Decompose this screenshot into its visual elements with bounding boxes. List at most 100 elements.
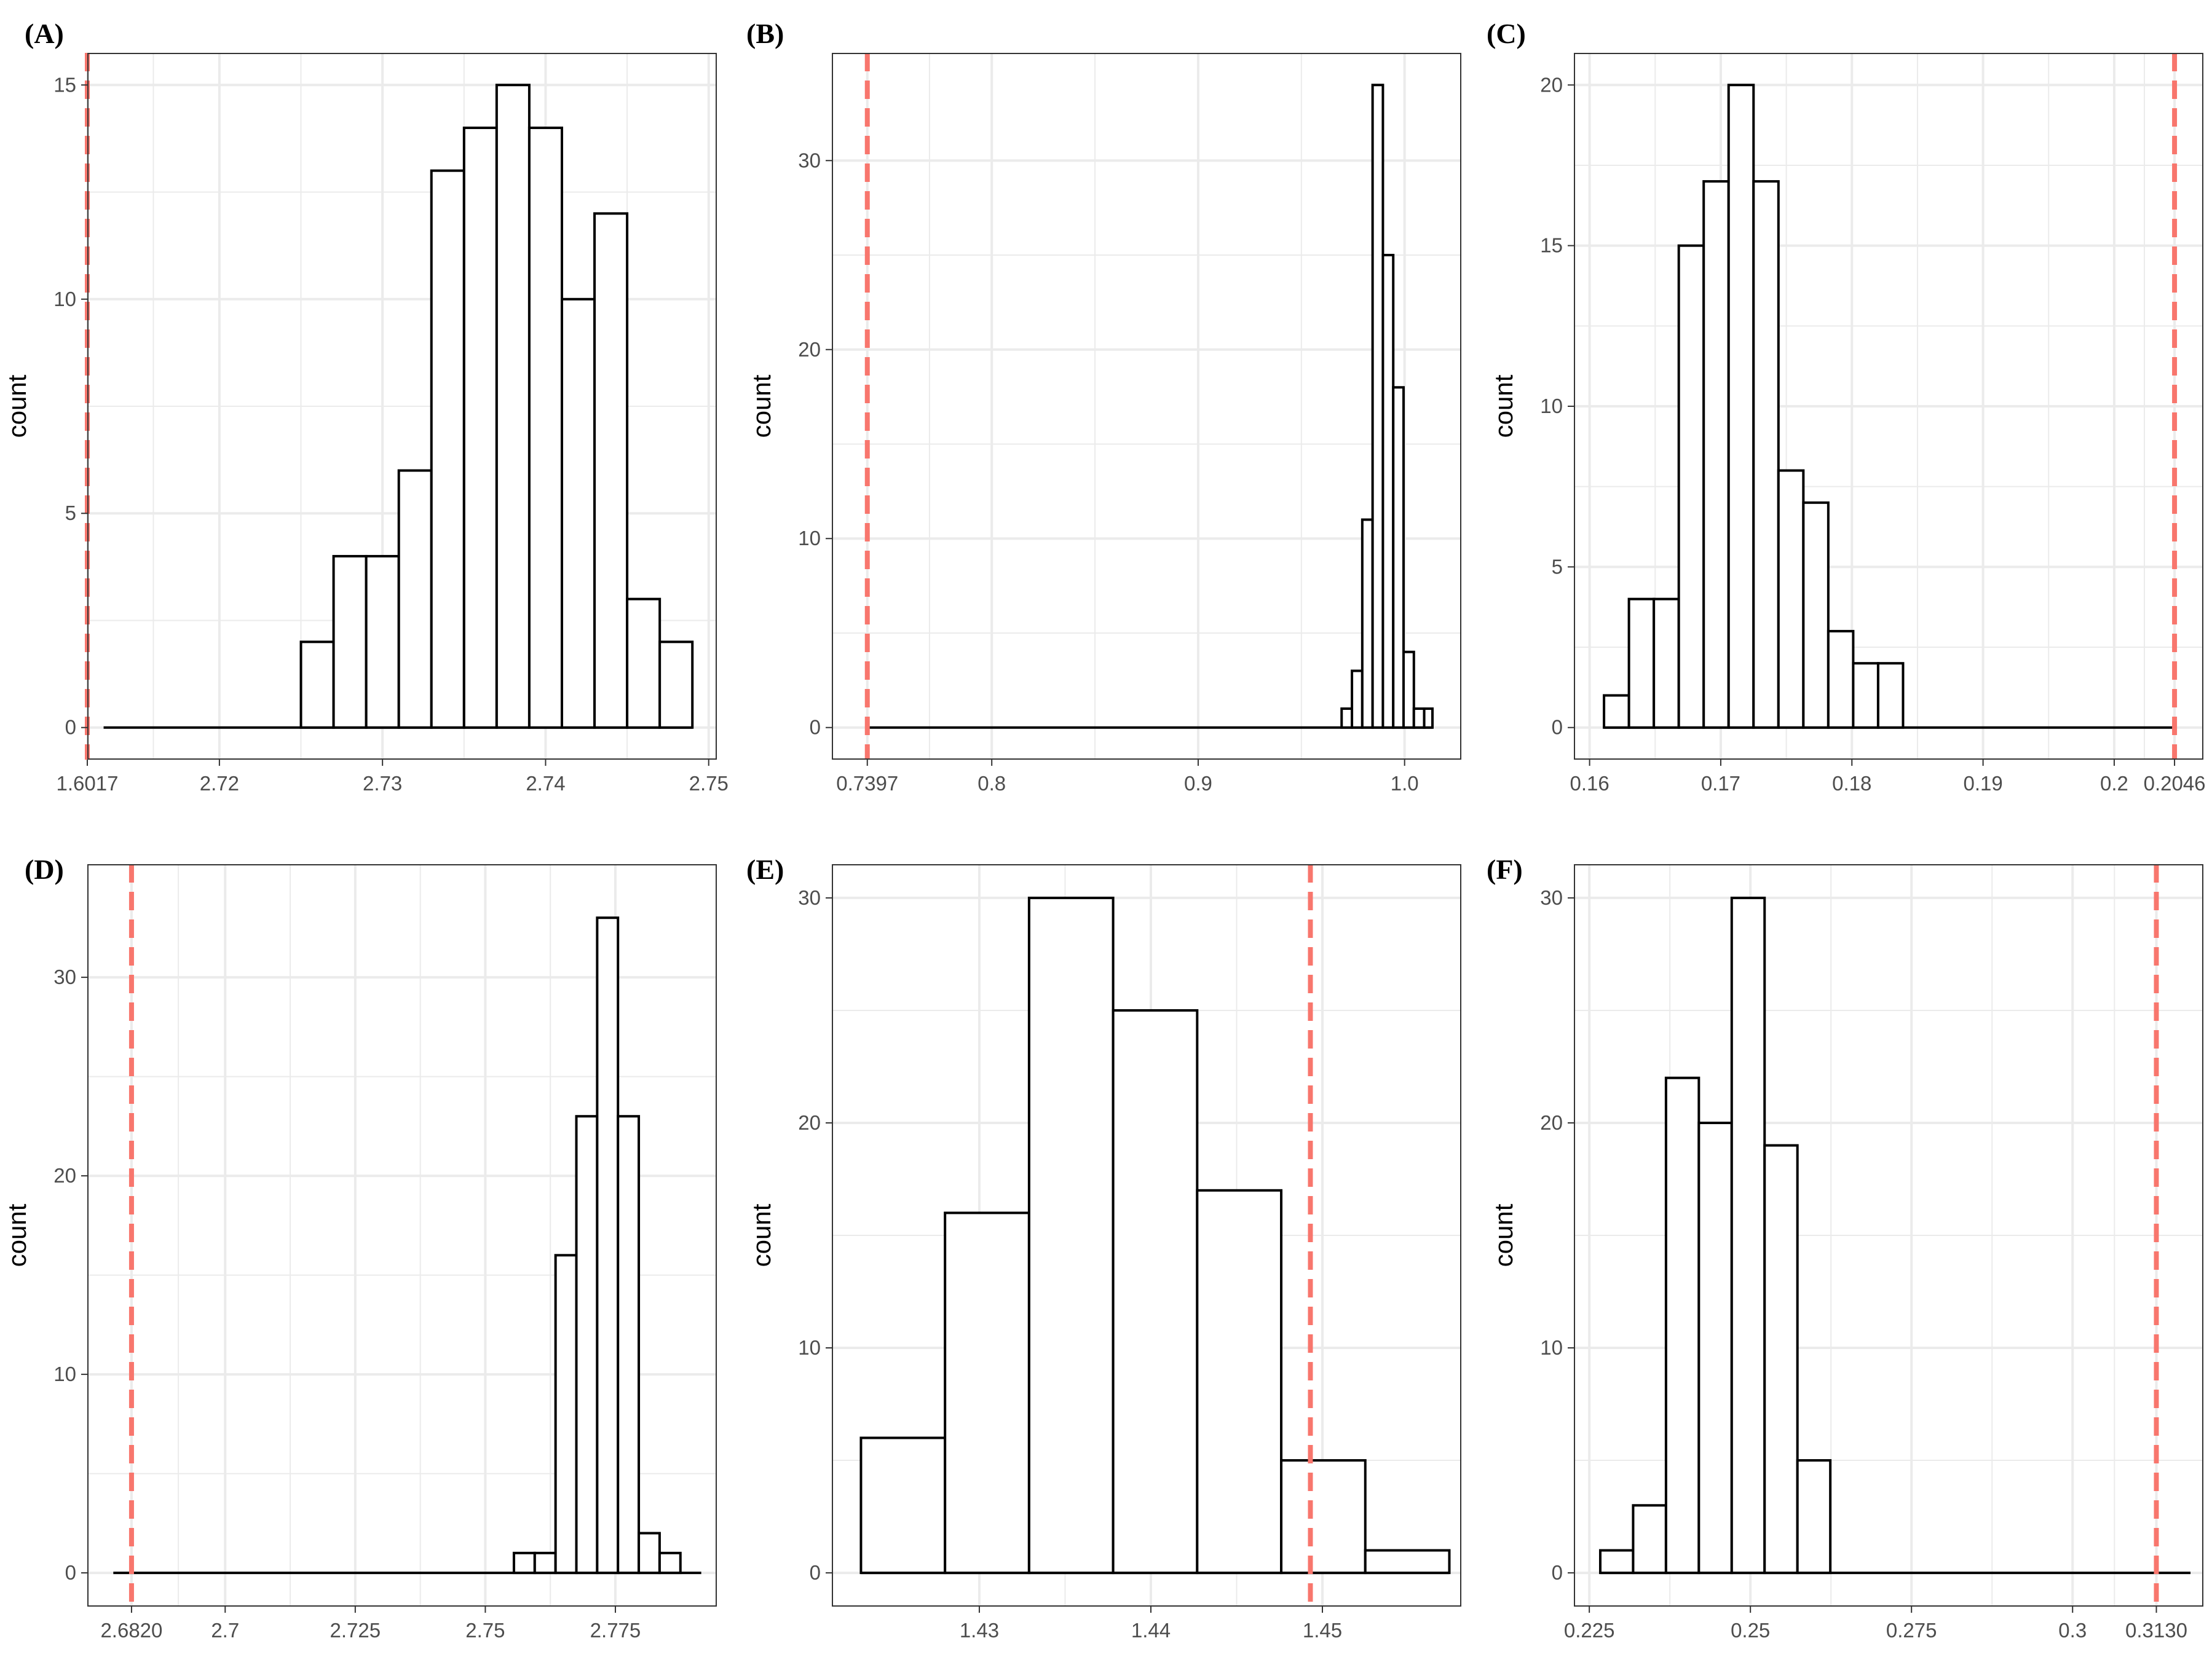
histogram-bar-2 — [1351, 669, 1364, 729]
y-tick-label: 10 — [798, 527, 821, 549]
x-tick-label: 0.3 — [2058, 1619, 2087, 1642]
x-tick-label: 2.725 — [330, 1619, 381, 1642]
minor-gridlines — [1574, 864, 2203, 1607]
histogram-bar-4 — [397, 469, 433, 729]
x-tick-label: 2.72 — [200, 772, 239, 795]
panel-letter-b: (B) — [746, 18, 784, 49]
y-tick-label: 0 — [810, 716, 821, 739]
y-axis-title: count — [1489, 1203, 1518, 1267]
x-tick-label: 0.17 — [1701, 772, 1740, 795]
histogram-bar-7 — [1364, 1549, 1451, 1575]
panel-border — [832, 53, 1461, 760]
histogram-bar-8 — [1412, 707, 1426, 729]
y-tick-label: 0 — [1552, 1561, 1563, 1584]
histogram-bar-11 — [626, 597, 662, 729]
x-tick-label: 0.2 — [2100, 772, 2128, 795]
histogram-bar-1 — [1598, 1549, 1635, 1575]
x-tick-label: 0.25 — [1731, 1619, 1770, 1642]
panel-border — [1574, 53, 2203, 760]
minor-gridlines — [832, 53, 1461, 760]
histogram-bar-6 — [1727, 84, 1755, 729]
histogram-bar-8 — [527, 126, 563, 729]
chart-panel-c: 0 5 10 15 20 0.16 0.17 0.18 0.19 0.2 0.2046 count — [1489, 53, 2206, 795]
x-tick-label: 0.16 — [1570, 772, 1609, 795]
y-tick-label: 30 — [798, 886, 821, 909]
histogram-bar-6 — [462, 126, 498, 729]
y-tick-label: 10 — [798, 1336, 821, 1359]
histogram-bar-6 — [1763, 1144, 1799, 1575]
histogram-bar-3 — [1664, 1076, 1700, 1575]
histogram-bar-3 — [365, 554, 400, 729]
y-tick-label: 20 — [53, 1164, 76, 1187]
histogram-bar-12 — [658, 640, 694, 729]
histogram-bar-2 — [944, 1211, 1030, 1575]
chart-panel-e: 0 10 20 30 1.43 1.44 1.45 count — [747, 864, 1461, 1642]
minor-gridlines — [87, 864, 717, 1607]
chart-panel-f: 0 10 20 30 0.225 0.25 0.275 0.3 0.3130 count — [1489, 864, 2203, 1642]
y-axis-title: count — [2, 1203, 31, 1267]
y-axis-title: count — [2, 374, 31, 438]
panel-border — [87, 53, 717, 760]
x-tick-label: 2.75 — [689, 772, 729, 795]
x-tick-label: 1.43 — [960, 1619, 999, 1642]
histogram-bar-7 — [638, 1532, 661, 1575]
x-tick-label: 0.9 — [1184, 772, 1212, 795]
y-tick-label: 0 — [810, 1561, 821, 1584]
x-tick-label: 0.19 — [1963, 772, 2002, 795]
histogram-bar-2 — [332, 554, 368, 729]
y-tick-label: 30 — [53, 966, 76, 988]
y-tick-label: 5 — [65, 502, 76, 524]
panel-background — [832, 53, 1461, 760]
histogram-bar-7 — [1402, 650, 1415, 729]
x-tick-label: 0.3130 — [2125, 1619, 2187, 1642]
y-tick-label: 15 — [1540, 234, 1563, 257]
histogram-bar-4 — [575, 1115, 599, 1575]
x-tick-label: 0.225 — [1564, 1619, 1615, 1642]
y-tick-label: 0 — [1552, 716, 1563, 739]
histogram-bar-1 — [512, 1551, 536, 1575]
chart-panel-b: 0 10 20 30 0.7397 0.8 0.9 1.0 count — [747, 53, 1461, 795]
y-tick-label: 30 — [798, 149, 821, 171]
panel-border — [832, 864, 1461, 1607]
y-tick-label: 10 — [53, 288, 76, 310]
x-tick-label: 0.8 — [978, 772, 1006, 795]
panel-letter-c: (C) — [1487, 18, 1526, 49]
x-tick-label: 1.45 — [1303, 1619, 1342, 1642]
y-tick-label: 10 — [1540, 1336, 1563, 1359]
histogram-bar-5 — [1702, 180, 1730, 729]
histogram-bar-10 — [593, 212, 629, 729]
histogram-bar-9 — [560, 297, 596, 729]
histogram-bar-3 — [1027, 896, 1115, 1575]
histogram-bar-5 — [1381, 254, 1395, 729]
histogram-bar-3 — [1361, 518, 1374, 729]
y-tick-label: 20 — [798, 338, 821, 361]
histogram-bar-3 — [554, 1254, 578, 1575]
x-tick-label: 2.74 — [526, 772, 565, 795]
histogram-bar-2 — [1632, 1504, 1667, 1575]
histogram-bar-3 — [1653, 597, 1680, 729]
histogram-bar-2 — [533, 1551, 557, 1575]
histogram-bar-6 — [1392, 386, 1405, 729]
histogram-bar-4 — [1112, 1009, 1199, 1575]
panel-letter-f: (F) — [1487, 854, 1523, 885]
x-tick-label: 1.0 — [1391, 772, 1419, 795]
histogram-bar-5 — [1730, 896, 1766, 1575]
y-tick-label: 5 — [1552, 555, 1563, 578]
y-axis-title: count — [1489, 374, 1518, 438]
histogram-bar-5 — [430, 169, 465, 729]
x-tick-label: 2.75 — [465, 1619, 505, 1642]
y-axis-title: count — [747, 374, 776, 438]
x-tick-label: 0.2046 — [2144, 772, 2206, 795]
x-tick-label: 2.73 — [363, 772, 402, 795]
histogram-bar-1 — [299, 640, 335, 729]
histogram-bar-1 — [1603, 694, 1630, 729]
y-tick-label: 10 — [53, 1363, 76, 1385]
histogram-bar-2 — [1627, 597, 1656, 729]
histogram-bar-10 — [1827, 629, 1855, 729]
x-tick-label: 0.275 — [1886, 1619, 1937, 1642]
histogram-bar-7 — [495, 84, 531, 729]
y-tick-label: 30 — [1540, 886, 1563, 909]
panel-border — [1574, 864, 2203, 1607]
x-tick-label: 0.7397 — [836, 772, 898, 795]
